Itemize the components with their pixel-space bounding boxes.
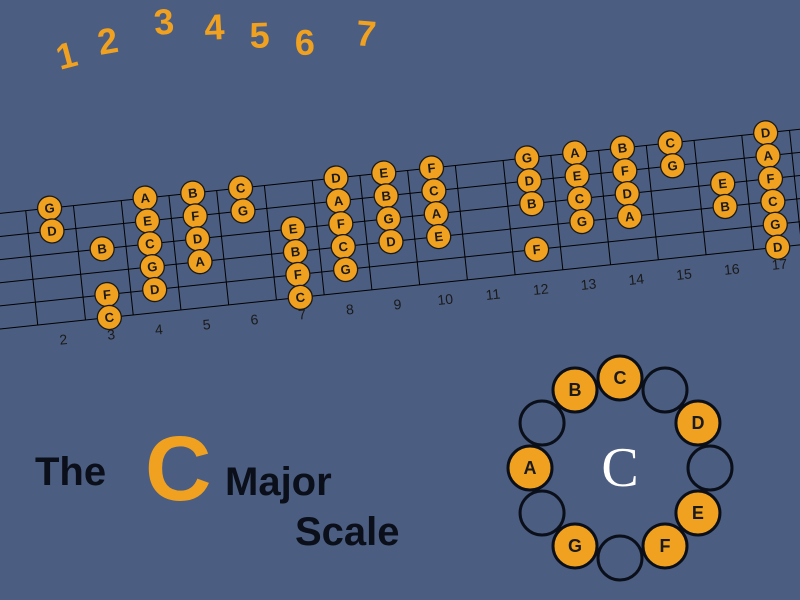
fret-note-label: F (532, 242, 542, 258)
wheel-node-label: D (691, 413, 704, 433)
fret-number: 15 (675, 265, 692, 283)
fret-note-label: D (622, 186, 633, 202)
wheel-node-label: G (568, 536, 582, 556)
wheel-node-label: B (569, 380, 582, 400)
fret-note-label: B (97, 241, 108, 257)
fret-note-label: G (383, 211, 395, 227)
scale-degree: 7 (354, 12, 378, 55)
fret-note-label: D (772, 239, 783, 255)
title-word: The (35, 450, 106, 494)
title-word: C (145, 418, 211, 520)
fret-number: 13 (580, 275, 597, 293)
fret-note-label: F (102, 287, 112, 303)
fret-note-label: D (386, 234, 397, 250)
fret-note-label: G (521, 150, 533, 166)
fret-number: 16 (723, 260, 740, 278)
fret-note-label: B (381, 188, 392, 204)
fret-note-label: G (237, 203, 249, 219)
fret-note-label: B (526, 196, 537, 212)
fret-note-label: F (336, 216, 346, 232)
fret-note-label: F (427, 160, 437, 176)
fret-note-label: B (720, 199, 731, 215)
wheel-center-label: C (601, 437, 638, 499)
scale-degree: 6 (294, 22, 315, 63)
fret-note-label: F (766, 171, 776, 187)
fret-note-label: G (340, 262, 352, 278)
wheel-node-off (520, 491, 564, 535)
wheel-node-off (520, 401, 564, 445)
title-word: Scale (295, 510, 400, 554)
fret-number: 11 (485, 285, 501, 302)
fret-note-label: G (576, 214, 588, 230)
infographic-canvas: 234567891011121314151617AEBGDBFCAECGDBFD… (0, 0, 800, 600)
fret-note-label: G (667, 158, 679, 174)
fret-number: 10 (437, 290, 454, 308)
fret-note-label: B (187, 185, 198, 201)
fret-note-label: F (190, 208, 200, 224)
fret-note-label: D (331, 170, 342, 186)
fret-note-label: F (293, 267, 303, 283)
scale-degree: 5 (249, 14, 270, 56)
fret-note-label: F (620, 163, 630, 179)
wheel-node-label: C (614, 368, 627, 388)
wheel-node-label: E (692, 503, 704, 523)
fret-note-label: D (524, 173, 535, 189)
fret-note-label: B (617, 140, 628, 156)
fret-note-label: B (290, 244, 301, 260)
fret-note-label: D (149, 282, 160, 298)
fret-note-label: D (192, 231, 203, 247)
wheel-node-off (643, 368, 687, 412)
wheel-node-label: A (524, 458, 537, 478)
fret-number: 12 (532, 280, 549, 298)
scale-degree: 3 (152, 0, 176, 43)
scale-degree: 4 (203, 6, 225, 48)
fret-note-label: D (760, 125, 771, 141)
fret-note-label: D (47, 223, 58, 239)
wheel-node-off (598, 536, 642, 580)
fret-number: 14 (628, 270, 645, 288)
fret-note-label: G (769, 216, 781, 232)
fret-note-label: G (44, 200, 56, 216)
fret-note-label: G (146, 259, 158, 275)
wheel-node-off (688, 446, 732, 490)
title-word: Major (225, 460, 332, 504)
wheel-node-label: F (660, 536, 671, 556)
